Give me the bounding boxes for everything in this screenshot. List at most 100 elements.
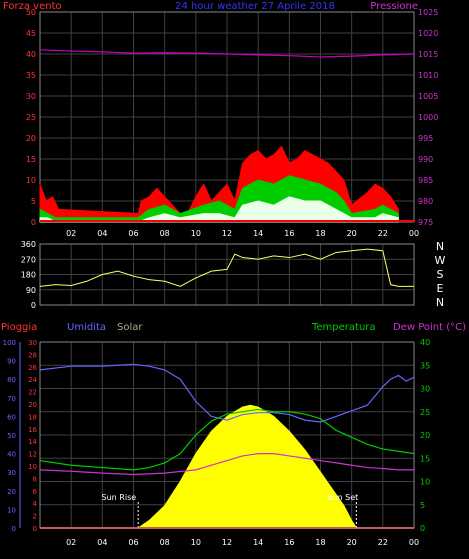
p3-x-tick: 02 bbox=[66, 538, 76, 547]
p1-right-tick: 1010 bbox=[418, 71, 438, 80]
solar-area bbox=[136, 404, 358, 529]
p3-humidity-tick: 0 bbox=[12, 525, 16, 533]
p2-compass-label: S bbox=[437, 268, 444, 281]
p3-temperature-tick: 0 bbox=[420, 524, 425, 533]
dew-point-label: Dew Point (°C) bbox=[393, 322, 466, 333]
p3-humidity-tick: 60 bbox=[7, 413, 16, 421]
p1-right-tick: 990 bbox=[418, 155, 433, 164]
p3-x-tick: 14 bbox=[253, 538, 263, 547]
p3-temperature-tick: 40 bbox=[420, 338, 430, 347]
p3-rain-tick: 12 bbox=[28, 451, 37, 459]
sun-rise-label: Sun Rise bbox=[102, 493, 137, 502]
p2-y-tick: 270 bbox=[21, 255, 36, 264]
p1-left-tick: 5 bbox=[31, 197, 36, 206]
p1-left-tick: 35 bbox=[26, 71, 36, 80]
p3-rain-tick: 28 bbox=[28, 351, 37, 359]
p1-x-tick: 04 bbox=[97, 229, 107, 238]
p3-humidity-tick: 20 bbox=[7, 488, 16, 496]
wind-axis-title: Forza vento bbox=[3, 1, 62, 12]
p3-temperature-tick: 30 bbox=[420, 385, 430, 394]
p3-humidity-tick: 40 bbox=[7, 451, 16, 459]
rain-label: Pioggia bbox=[1, 322, 37, 333]
p3-humidity-tick: 90 bbox=[7, 358, 16, 366]
p1-left-tick: 50 bbox=[26, 8, 36, 17]
p1-right-tick: 1000 bbox=[418, 113, 438, 122]
p1-left-tick: 0 bbox=[31, 218, 36, 227]
p3-humidity-tick: 50 bbox=[7, 432, 16, 440]
p3-x-tick: 20 bbox=[347, 538, 357, 547]
p3-x-tick: 22 bbox=[378, 538, 388, 547]
p1-x-tick: 20 bbox=[347, 229, 357, 238]
p3-rain-tick: 22 bbox=[28, 389, 37, 397]
p3-temperature-tick: 5 bbox=[420, 501, 425, 510]
p3-temperature-tick: 10 bbox=[420, 478, 430, 487]
p1-right-tick: 985 bbox=[418, 176, 433, 185]
p3-rain-tick: 10 bbox=[28, 463, 37, 471]
p3-frame bbox=[39, 341, 415, 529]
p3-rain-tick: 18 bbox=[28, 413, 37, 421]
p3-temperature-tick: 35 bbox=[420, 361, 430, 370]
p3-rain-tick: 14 bbox=[28, 438, 37, 446]
p3-x-tick: 16 bbox=[284, 538, 294, 547]
p1-left-tick: 40 bbox=[26, 50, 36, 59]
p3-rain-tick: 2 bbox=[33, 513, 37, 521]
p1-right-tick: 995 bbox=[418, 134, 433, 143]
p3-x-tick: 12 bbox=[222, 538, 232, 547]
p3-humidity-tick: 10 bbox=[7, 506, 16, 514]
p1-right-tick: 1020 bbox=[418, 29, 438, 38]
p1-x-tick: 12 bbox=[222, 229, 232, 238]
p2-compass-label: W bbox=[435, 254, 446, 267]
p3-x-tick: 08 bbox=[160, 538, 170, 547]
temperature-line bbox=[39, 408, 415, 471]
p3-humidity-tick: 100 bbox=[3, 339, 16, 347]
p2-y-tick: 360 bbox=[21, 240, 36, 249]
p1-left-tick: 30 bbox=[26, 92, 36, 101]
p3-rain-tick: 6 bbox=[33, 488, 38, 496]
p3-rain-tick: 8 bbox=[33, 475, 37, 483]
p1-x-tick: 02 bbox=[66, 229, 76, 238]
dew-point-line bbox=[39, 453, 414, 476]
p3-temperature-tick: 20 bbox=[420, 431, 430, 440]
p3-humidity-tick: 80 bbox=[7, 376, 16, 384]
p1-left-tick: 10 bbox=[26, 176, 36, 185]
p3-rain-tick: 26 bbox=[28, 364, 37, 372]
p1-x-tick: 10 bbox=[191, 229, 201, 238]
p1-right-tick: 1025 bbox=[418, 8, 438, 17]
p1-right-tick: 1005 bbox=[418, 92, 438, 101]
solar-label: Solar bbox=[117, 322, 143, 333]
p2-y-tick: 90 bbox=[26, 286, 36, 295]
chart-title: 24 hour weather 27 Aprile 2018 bbox=[175, 1, 335, 12]
p3-rain-tick: 16 bbox=[28, 426, 37, 434]
p3-rain-tick: 4 bbox=[33, 500, 38, 508]
p1-right-tick: 975 bbox=[418, 218, 433, 227]
p3-x-tick: 10 bbox=[191, 538, 201, 547]
p1-x-tick: 16 bbox=[284, 229, 294, 238]
p1-x-tick: 18 bbox=[315, 229, 325, 238]
p2-frame bbox=[39, 243, 415, 306]
p1-left-tick: 45 bbox=[26, 29, 36, 38]
p3-humidity-tick: 70 bbox=[7, 395, 16, 403]
p1-left-tick: 15 bbox=[26, 155, 36, 164]
p1-x-tick: 06 bbox=[128, 229, 138, 238]
wind-direction-line bbox=[39, 248, 414, 287]
p2-compass-label: N bbox=[436, 296, 444, 309]
sun-set-label: Sun Set bbox=[327, 493, 358, 502]
p3-rain-tick: 24 bbox=[28, 376, 37, 384]
p3-temperature-tick: 25 bbox=[420, 408, 430, 417]
p3-x-tick: 00 bbox=[409, 538, 419, 547]
p2-compass-label: E bbox=[437, 282, 444, 295]
p2-compass-label: N bbox=[436, 240, 444, 253]
humidity-label: Umidita bbox=[67, 322, 106, 333]
humidity-line bbox=[39, 363, 415, 423]
p1-x-tick: 00 bbox=[409, 229, 419, 238]
p3-temperature-tick: 15 bbox=[420, 454, 430, 463]
p3-humidity-tick: 30 bbox=[7, 469, 16, 477]
p1-x-tick: 08 bbox=[160, 229, 170, 238]
p3-x-tick: 06 bbox=[128, 538, 138, 547]
p2-y-tick: 180 bbox=[21, 271, 36, 280]
p1-x-tick: 14 bbox=[253, 229, 263, 238]
p2-y-tick: 0 bbox=[31, 301, 36, 310]
p3-rain-tick: 20 bbox=[28, 401, 37, 409]
